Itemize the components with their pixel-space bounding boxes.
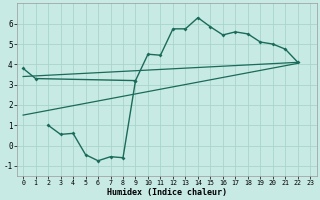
X-axis label: Humidex (Indice chaleur): Humidex (Indice chaleur) (107, 188, 227, 197)
